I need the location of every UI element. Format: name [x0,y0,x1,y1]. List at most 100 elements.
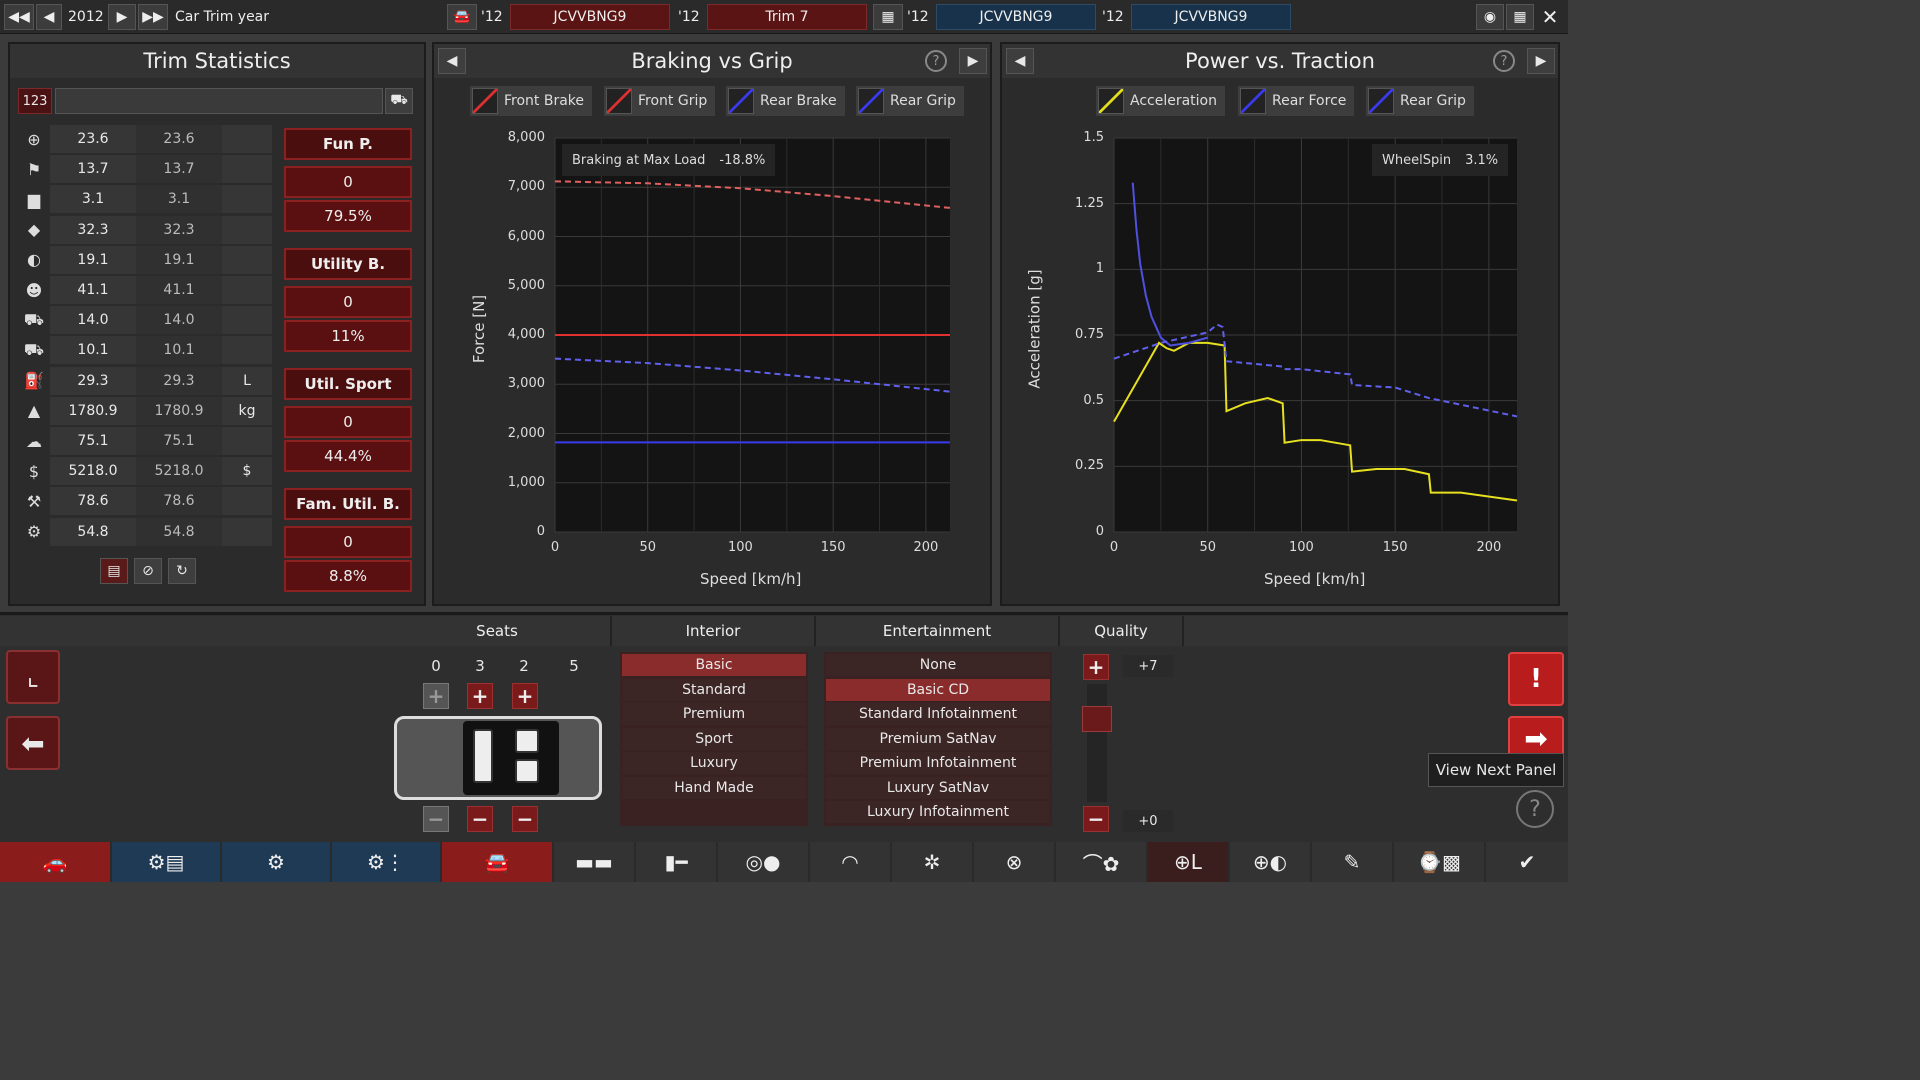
next-panel-icon[interactable]: ▶ [1527,48,1555,74]
calculator-icon[interactable]: ▦ [1506,4,1534,30]
help-icon[interactable]: ? [1493,50,1515,72]
entertainment-option[interactable]: Luxury SatNav [826,776,1050,799]
legend-item[interactable]: Rear Grip [1366,86,1474,116]
trim-name[interactable]: Trim 7 [707,4,867,30]
filter-toggle[interactable]: 123 [18,88,52,114]
remove-seat-icon[interactable]: − [423,806,449,832]
engine-icon[interactable]: ▦ [873,4,903,30]
entertainment-option[interactable]: Standard Infotainment [826,703,1050,725]
legend-item[interactable]: Acceleration [1096,86,1225,116]
nav-interior-icon[interactable]: ▮━ [636,842,716,882]
x-tick-label: 100 [1289,540,1314,555]
quality-minus-icon[interactable]: − [1083,806,1109,832]
prev-year-icon[interactable]: ◀ [36,4,62,30]
remove-seat-icon[interactable]: − [467,806,493,832]
entertainment-option[interactable]: Premium SatNav [826,727,1050,750]
interior-option[interactable]: Standard [622,678,806,701]
legend-item[interactable]: Front Grip [604,86,716,116]
bottom-spacer [0,616,384,646]
car-model-icon[interactable]: 🚘 [447,4,477,30]
legend-item[interactable]: Rear Brake [726,86,845,116]
back-arrow-icon[interactable]: ⬅ [6,716,60,770]
stat-compare-value: 10.1 [136,336,222,365]
series-line-rear-grip [554,357,951,393]
view-next-panel-tooltip: View Next Panel [1428,753,1564,787]
braking-chart [554,137,951,533]
next-arrow-icon[interactable]: ➡ [1508,716,1564,760]
next-panel-icon[interactable]: ▶ [959,48,987,74]
entertainment-option[interactable]: Premium Infotainment [826,752,1050,774]
cost-icon: $ [28,461,40,481]
fast-forward-icon[interactable]: ▶▶ [138,4,168,30]
report-icon[interactable]: ▤ [100,558,128,584]
clear-icon[interactable]: ⊘ [134,558,162,584]
camera-icon[interactable]: ◉ [1476,4,1504,30]
stat-row: ▲ 1780.9 1780.9 kg [18,396,274,425]
stat-unit: $ [222,457,272,486]
nav-suspension-icon[interactable]: ⚙ [222,842,330,882]
demographic-percent: 79.5% [284,200,412,232]
stat-value: 1780.9 [50,396,136,425]
legend-item[interactable]: Rear Force [1238,86,1355,116]
nav-chassis-icon[interactable]: ⚙▤ [112,842,220,882]
help-icon[interactable]: ? [1516,790,1554,828]
interior-option[interactable]: Basic [622,654,806,676]
nav-body-icon[interactable]: ▬▬ [554,842,634,882]
nav-test-icon[interactable]: ✎ [1312,842,1392,882]
warning-icon[interactable]: ! [1508,652,1564,706]
entertainment-option[interactable]: Basic CD [826,678,1050,701]
nav-race-icon[interactable]: ⌚▩ [1394,842,1484,882]
add-seat-icon[interactable]: + [423,683,449,709]
legend-item[interactable]: Rear Grip [856,86,964,116]
entertainment-option[interactable]: Luxury Infotainment [826,801,1050,823]
fixture-vin[interactable]: JCVVBNG9 [1131,4,1291,30]
y-tick-label: 1 [1095,261,1104,277]
stat-row: ⚙ 54.8 54.8 [18,517,274,546]
car-folder-icon[interactable]: ⛟ [385,88,413,114]
interior-option[interactable]: Sport [622,727,806,750]
stat-compare-value: 13.7 [136,155,222,184]
quality-plus-icon[interactable]: + [1083,654,1109,680]
interior-option[interactable]: Hand Made [622,776,806,799]
rewind-icon[interactable]: ◀◀ [4,4,34,30]
stat-compare-value: 75.1 [136,427,222,455]
interior-option[interactable]: Luxury [622,752,806,774]
model-vin-1[interactable]: JCVVBNG9 [510,4,670,30]
nav-finish-icon[interactable]: ✔ [1486,842,1568,882]
next-year-icon[interactable]: ▶ [108,4,136,30]
stats-search-input[interactable] [55,88,383,114]
power-annotation: WheelSpin 3.1% [1372,144,1509,176]
reset-icon[interactable]: ↻ [168,558,196,584]
help-icon[interactable]: ? [925,50,947,72]
graph-icon[interactable]: ⌞ [6,650,60,704]
prev-panel-icon[interactable]: ◀ [1006,48,1034,74]
nav-trim-icon[interactable]: 🚘 [442,842,552,882]
close-icon[interactable]: ✕ [1541,5,1559,29]
series-line-acceleration [1113,341,1518,502]
entertainment-option[interactable]: None [826,654,1050,676]
interior-option[interactable]: Premium [622,703,806,725]
stat-unit [222,336,272,365]
engine-vin[interactable]: JCVVBNG9 [936,4,1096,30]
stat-row: ◆ 32.3 32.3 [18,215,274,244]
nav-steering-icon[interactable]: ⊕L [1148,842,1228,882]
quality-slider[interactable] [1082,684,1112,802]
nav-drivetrain-icon[interactable]: ⚙⋮ [332,842,440,882]
prev-panel-icon[interactable]: ◀ [438,48,466,74]
nav-gauge-icon[interactable]: ◠ [810,842,890,882]
add-seat-icon[interactable]: + [512,683,538,709]
series-line-front-grip [554,180,951,209]
nav-brake-icon[interactable]: ⊗ [974,842,1054,882]
nav-car-body-icon[interactable]: 🚗 [0,842,110,882]
nav-wheel-icon[interactable]: ✲ [892,842,972,882]
nav-aero-icon[interactable]: ⌒✿ [1056,842,1146,882]
add-seat-icon[interactable]: + [467,683,493,709]
remove-seat-icon[interactable]: − [512,806,538,832]
nav-safety-icon[interactable]: ⊕◐ [1230,842,1310,882]
race-flag-icon: ⚑ [26,159,42,179]
quality-slider-thumb[interactable] [1082,706,1112,732]
nav-fixtures-icon[interactable]: ◎● [718,842,808,882]
y-tick-label: 3,000 [507,376,545,392]
seats-header: Seats [384,616,612,646]
legend-item[interactable]: Front Brake [470,86,593,116]
